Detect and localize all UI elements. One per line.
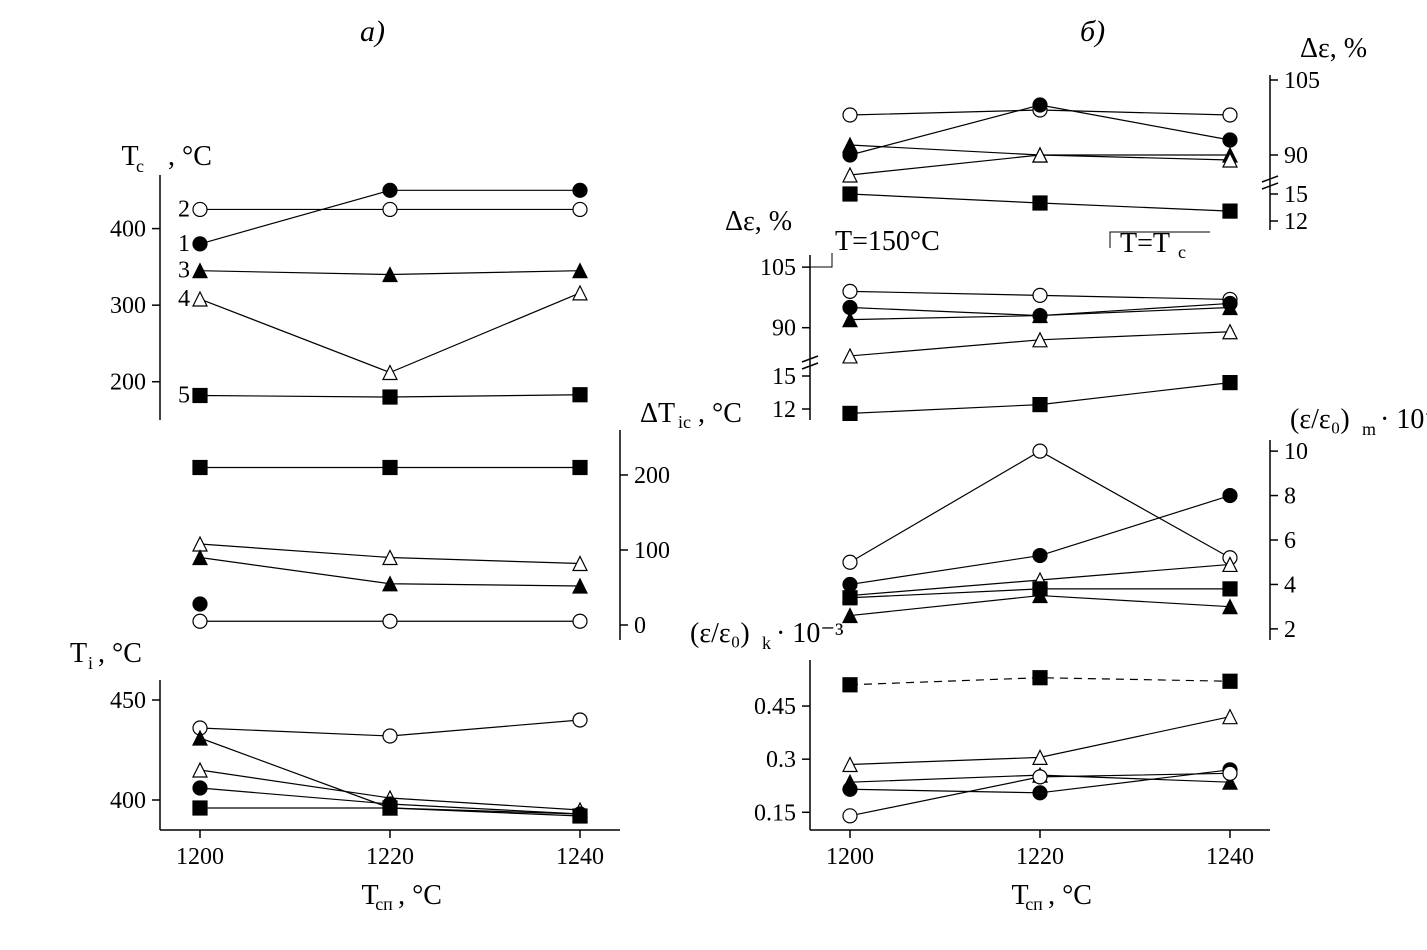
svg-text:1: 1 [178,231,190,257]
svg-text:, °C: , °C [98,638,142,669]
svg-text:c: c [1178,242,1186,262]
svg-text:6: 6 [1284,528,1296,554]
svg-text:(ε/ε₀): (ε/ε₀) [1290,404,1350,435]
svg-text:i: i [88,653,93,673]
svg-text:8: 8 [1284,484,1296,510]
svg-text:300: 300 [110,293,146,319]
svg-text:ic: ic [678,412,691,432]
svg-text:90: 90 [1284,143,1308,169]
svg-text:T=T: T=T [1120,228,1170,259]
svg-text:T: T [70,638,87,669]
svg-text:(ε/ε₀): (ε/ε₀) [690,618,750,649]
svg-text:105: 105 [1284,68,1320,94]
svg-text:1200: 1200 [826,844,874,870]
svg-text:400: 400 [110,788,146,814]
svg-text:105: 105 [760,255,796,281]
svg-text:1240: 1240 [556,844,604,870]
svg-text:0.45: 0.45 [754,694,796,720]
chart-svg: 200300400Tc, °C213450100200ΔTic, °C40045… [0,0,1427,950]
figure-root: а) б) 200300400Tc, °C213450100200ΔTic, °… [0,0,1427,950]
svg-text:, °C: , °C [398,880,442,911]
svg-text:5: 5 [178,383,190,409]
svg-text:200: 200 [110,370,146,396]
svg-text:0.15: 0.15 [754,800,796,826]
svg-text:2: 2 [178,196,190,222]
svg-text:12: 12 [772,397,796,423]
svg-text:c: c [136,156,144,176]
svg-text:200: 200 [634,463,670,489]
svg-text:· 10⁻³: · 10⁻³ [1380,404,1427,435]
svg-text:, °C: , °C [1048,880,1092,911]
svg-text:0: 0 [634,613,646,639]
svg-text:100: 100 [634,538,670,564]
svg-text:1220: 1220 [1016,844,1064,870]
svg-text:400: 400 [110,217,146,243]
svg-text:15: 15 [772,364,796,390]
svg-text:4: 4 [1284,572,1296,598]
svg-text:сп: сп [375,894,393,914]
svg-text:10: 10 [1284,439,1308,465]
svg-text:1220: 1220 [366,844,414,870]
svg-text:12: 12 [1284,209,1308,235]
svg-text:, °C: , °C [168,141,212,172]
svg-text:· 10⁻³: · 10⁻³ [776,618,844,649]
svg-text:0.3: 0.3 [766,747,796,773]
svg-text:ΔT: ΔT [640,398,675,429]
svg-text:3: 3 [178,258,190,284]
svg-text:Δε, %: Δε, % [1300,33,1367,64]
svg-text:k: k [762,633,771,653]
svg-text:Δε, %: Δε, % [725,206,792,237]
svg-text:90: 90 [772,316,796,342]
svg-text:m: m [1362,419,1376,439]
svg-text:сп: сп [1025,894,1043,914]
svg-text:, °C: , °C [698,398,742,429]
svg-text:450: 450 [110,688,146,714]
svg-text:1200: 1200 [176,844,224,870]
svg-text:4: 4 [178,286,190,312]
svg-text:15: 15 [1284,182,1308,208]
svg-text:T=150°C: T=150°C [835,226,940,257]
svg-text:1240: 1240 [1206,844,1254,870]
svg-text:2: 2 [1284,617,1296,643]
